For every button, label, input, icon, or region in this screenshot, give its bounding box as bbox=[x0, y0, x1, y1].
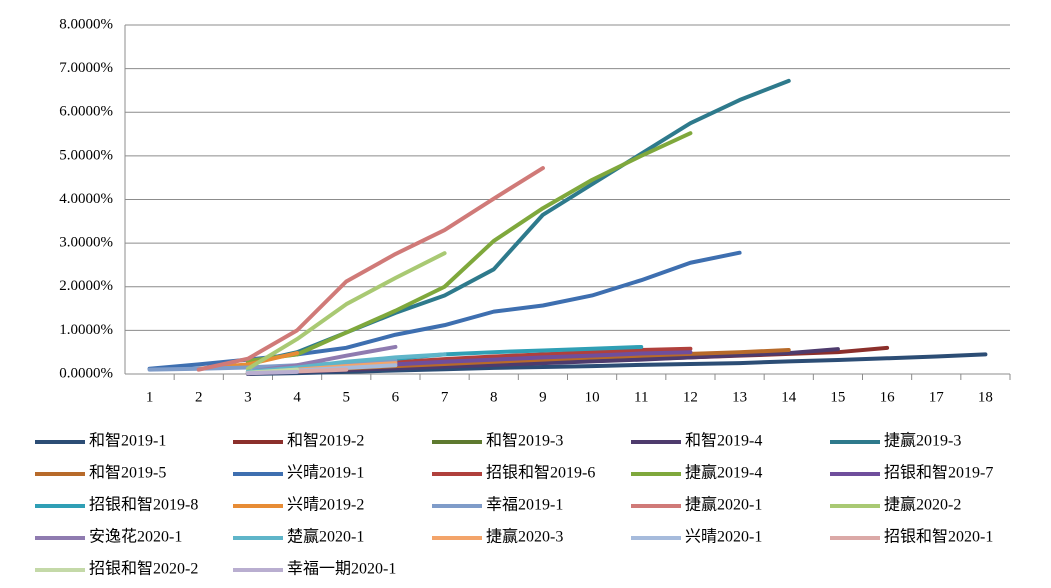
legend-label: 和智2019-3 bbox=[486, 432, 563, 450]
legend-label: 和智2019-1 bbox=[89, 432, 166, 450]
y-tick-label: 4.0000% bbox=[59, 191, 113, 207]
legend-label: 招银和智2019-7 bbox=[884, 464, 993, 482]
y-tick-label: 1.0000% bbox=[59, 322, 113, 338]
legend-label: 兴晴2019-2 bbox=[287, 496, 364, 514]
series-line bbox=[245, 251, 447, 371]
y-tick-label: 8.0000% bbox=[59, 16, 113, 32]
series-line bbox=[245, 78, 791, 366]
legend-label: 兴晴2020-1 bbox=[685, 528, 762, 546]
x-tick-label: 18 bbox=[978, 389, 993, 405]
x-tick-label: 1 bbox=[146, 389, 154, 405]
y-tick-label: 3.0000% bbox=[59, 235, 113, 251]
legend-label: 招银和智2020-2 bbox=[89, 560, 198, 578]
x-tick-label: 9 bbox=[539, 389, 547, 405]
x-tick-label: 4 bbox=[293, 389, 301, 405]
legend-label: 招银和智2019-8 bbox=[89, 496, 198, 514]
legend-label: 捷赢2020-3 bbox=[486, 528, 563, 546]
x-tick-label: 6 bbox=[392, 389, 400, 405]
legend-label: 捷赢2020-1 bbox=[685, 496, 762, 514]
x-tick-label: 14 bbox=[781, 389, 797, 405]
y-tick-label: 2.0000% bbox=[59, 278, 113, 294]
legend-label: 和智2019-2 bbox=[287, 432, 364, 450]
legend-label: 捷赢2019-3 bbox=[884, 432, 961, 450]
legend-label: 捷赢2020-2 bbox=[884, 496, 961, 514]
legend-label: 招银和智2019-6 bbox=[486, 464, 595, 482]
x-tick-label: 8 bbox=[490, 389, 498, 405]
legend-label: 兴晴2019-1 bbox=[287, 464, 364, 482]
series-line bbox=[245, 131, 693, 363]
legend-label: 安逸花2020-1 bbox=[89, 528, 182, 546]
series-line bbox=[245, 369, 300, 376]
legend-label: 捷赢2019-4 bbox=[685, 464, 762, 482]
x-tick-label: 17 bbox=[929, 389, 945, 405]
x-tick-label: 2 bbox=[195, 389, 203, 405]
y-tick-label: 0.0000% bbox=[59, 365, 113, 381]
x-tick-label: 16 bbox=[880, 389, 896, 405]
y-tick-label: 7.0000% bbox=[59, 60, 113, 76]
x-tick-label: 7 bbox=[441, 389, 449, 405]
y-tick-label: 5.0000% bbox=[59, 147, 113, 163]
legend-label: 楚赢2020-1 bbox=[287, 528, 364, 546]
x-tick-label: 3 bbox=[244, 389, 252, 405]
x-tick-label: 12 bbox=[683, 389, 698, 405]
legend-label: 幸福2019-1 bbox=[486, 496, 563, 514]
x-tick-label: 10 bbox=[585, 389, 600, 405]
y-tick-label: 6.0000% bbox=[59, 104, 113, 120]
x-tick-label: 5 bbox=[343, 389, 351, 405]
x-tick-label: 11 bbox=[634, 389, 648, 405]
x-tick-label: 13 bbox=[732, 389, 747, 405]
legend-label: 和智2019-4 bbox=[685, 432, 762, 450]
legend-label: 幸福一期2020-1 bbox=[287, 560, 396, 578]
series-line bbox=[196, 166, 545, 372]
legend-label: 和智2019-5 bbox=[89, 464, 166, 482]
x-tick-label: 15 bbox=[830, 389, 845, 405]
legend-label: 招银和智2020-1 bbox=[884, 528, 993, 546]
